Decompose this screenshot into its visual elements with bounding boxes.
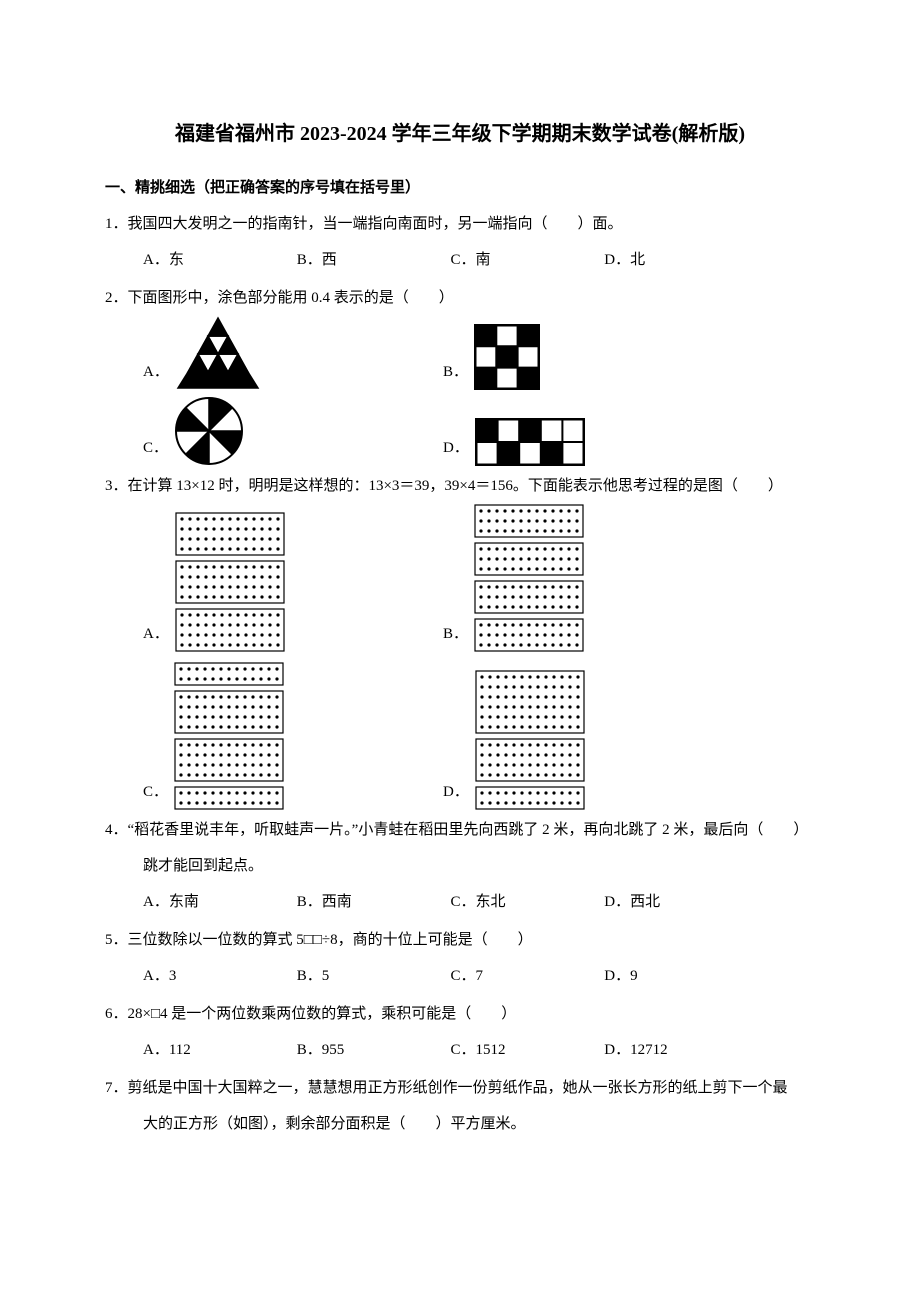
q1-opt-a: A．东: [143, 242, 293, 278]
question-6: 6．28×□4 是一个两位数乘两位数的算式，乘积可能是（ ） A．112 B．9…: [105, 996, 815, 1068]
q1-text: 我国四大发明之一的指南针，当一端指向南面时，另一端指向（ ）面。: [128, 216, 623, 232]
q3-label-a: A．: [143, 616, 169, 652]
q4-opt-a: A．东南: [143, 884, 293, 920]
q1-opt-c: C．南: [451, 242, 601, 278]
q3-label-b: B．: [443, 616, 468, 652]
q6-options: A．112 B．955 C．1512 D．12712: [105, 1032, 815, 1068]
q2-label-b: B．: [443, 354, 468, 390]
q5-stem: 5．三位数除以一位数的算式 5□□÷8，商的十位上可能是（ ）: [105, 922, 815, 958]
question-2: 2．下面图形中，涂色部分能用 0.4 表示的是（ ） A．: [105, 280, 815, 466]
q6-num: 6．: [105, 1006, 128, 1022]
q5-num: 5．: [105, 932, 128, 948]
question-5: 5．三位数除以一位数的算式 5□□÷8，商的十位上可能是（ ） A．3 B．5 …: [105, 922, 815, 994]
question-4: 4．“稻花香里说丰年，听取蛙声一片。”小青蛙在稻田里先向西跳了 2 米，再向北跳…: [105, 812, 815, 920]
q4-stem-a: 4．“稻花香里说丰年，听取蛙声一片。”小青蛙在稻田里先向西跳了 2 米，再向北跳…: [105, 812, 815, 848]
q6-opt-d: D．12712: [604, 1032, 754, 1068]
q6-opt-c: C．1512: [451, 1032, 601, 1068]
q2-stem: 2．下面图形中，涂色部分能用 0.4 表示的是（ ）: [105, 280, 815, 316]
q4-num: 4．: [105, 822, 128, 838]
question-1: 1．我国四大发明之一的指南针，当一端指向南面时，另一端指向（ ）面。 A．东 B…: [105, 206, 815, 278]
q7-text-a: 剪纸是中国十大国粹之一，慧慧想用正方形纸创作一份剪纸作品，她从一张长方形的纸上剪…: [128, 1080, 788, 1096]
q4-text-a: “稻花香里说丰年，听取蛙声一片。”小青蛙在稻田里先向西跳了 2 米，再向北跳了 …: [128, 822, 809, 838]
q6-text: 28×□4 是一个两位数乘两位数的算式，乘积可能是（ ）: [128, 1006, 517, 1022]
question-3: 3．在计算 13×12 时，明明是这样想的：13×3＝39，39×4＝156。下…: [105, 468, 815, 810]
q3-figures: A． B． C． D．: [105, 504, 815, 810]
q3-stem: 3．在计算 13×12 时，明明是这样想的：13×3＝39，39×4＝156。下…: [105, 468, 815, 504]
q2-label-d: D．: [443, 430, 469, 466]
q2-fig-d: [475, 418, 585, 466]
q2-text: 下面图形中，涂色部分能用 0.4 表示的是（ ）: [128, 290, 454, 306]
q3-fig-b: [474, 504, 584, 652]
q1-opt-b: B．西: [297, 242, 447, 278]
q1-options: A．东 B．西 C．南 D．北: [105, 242, 815, 278]
q2-fig-c: [174, 396, 244, 466]
q1-stem: 1．我国四大发明之一的指南针，当一端指向南面时，另一端指向（ ）面。: [105, 206, 815, 242]
q2-figures: A．: [105, 316, 815, 466]
q3-label-c: C．: [143, 774, 168, 810]
q5-options: A．3 B．5 C．7 D．9: [105, 958, 815, 994]
q3-fig-c: [174, 662, 284, 810]
exam-page: 福建省福州市 2023-2024 学年三年级下学期期末数学试卷(解析版) 一、精…: [0, 0, 920, 1302]
q5-text: 三位数除以一位数的算式 5□□÷8，商的十位上可能是（ ）: [128, 932, 533, 948]
q4-opt-b: B．西南: [297, 884, 447, 920]
q4-stem-b: 跳才能回到起点。: [105, 848, 815, 884]
q1-opt-d: D．北: [604, 242, 754, 278]
q7-stem-b: 大的正方形（如图），剩余部分面积是（ ）平方厘米。: [105, 1106, 815, 1142]
section-heading: 一、精挑细选（把正确答案的序号填在括号里）: [105, 170, 815, 206]
q6-stem: 6．28×□4 是一个两位数乘两位数的算式，乘积可能是（ ）: [105, 996, 815, 1032]
q4-opt-d: D．西北: [604, 884, 754, 920]
q5-opt-d: D．9: [604, 958, 754, 994]
q3-fig-a: [175, 512, 285, 652]
q6-opt-a: A．112: [143, 1032, 293, 1068]
q7-stem-a: 7．剪纸是中国十大国粹之一，慧慧想用正方形纸创作一份剪纸作品，她从一张长方形的纸…: [105, 1070, 815, 1106]
q2-num: 2．: [105, 290, 128, 306]
q7-num: 7．: [105, 1080, 128, 1096]
q6-opt-b: B．955: [297, 1032, 447, 1068]
q3-fig-d: [475, 670, 585, 810]
q5-opt-a: A．3: [143, 958, 293, 994]
q5-opt-b: B．5: [297, 958, 447, 994]
page-title: 福建省福州市 2023-2024 学年三年级下学期期末数学试卷(解析版): [105, 110, 815, 158]
q2-label-c: C．: [143, 430, 168, 466]
q2-label-a: A．: [143, 354, 169, 390]
q2-fig-a: [175, 316, 261, 390]
q1-num: 1．: [105, 216, 128, 232]
question-7: 7．剪纸是中国十大国粹之一，慧慧想用正方形纸创作一份剪纸作品，她从一张长方形的纸…: [105, 1070, 815, 1142]
q4-opt-c: C．东北: [451, 884, 601, 920]
q2-fig-b: [474, 324, 540, 390]
q5-opt-c: C．7: [451, 958, 601, 994]
q3-text: 在计算 13×12 时，明明是这样想的：13×3＝39，39×4＝156。下面能…: [128, 478, 783, 494]
q4-options: A．东南 B．西南 C．东北 D．西北: [105, 884, 815, 920]
q3-num: 3．: [105, 478, 128, 494]
q3-label-d: D．: [443, 774, 469, 810]
